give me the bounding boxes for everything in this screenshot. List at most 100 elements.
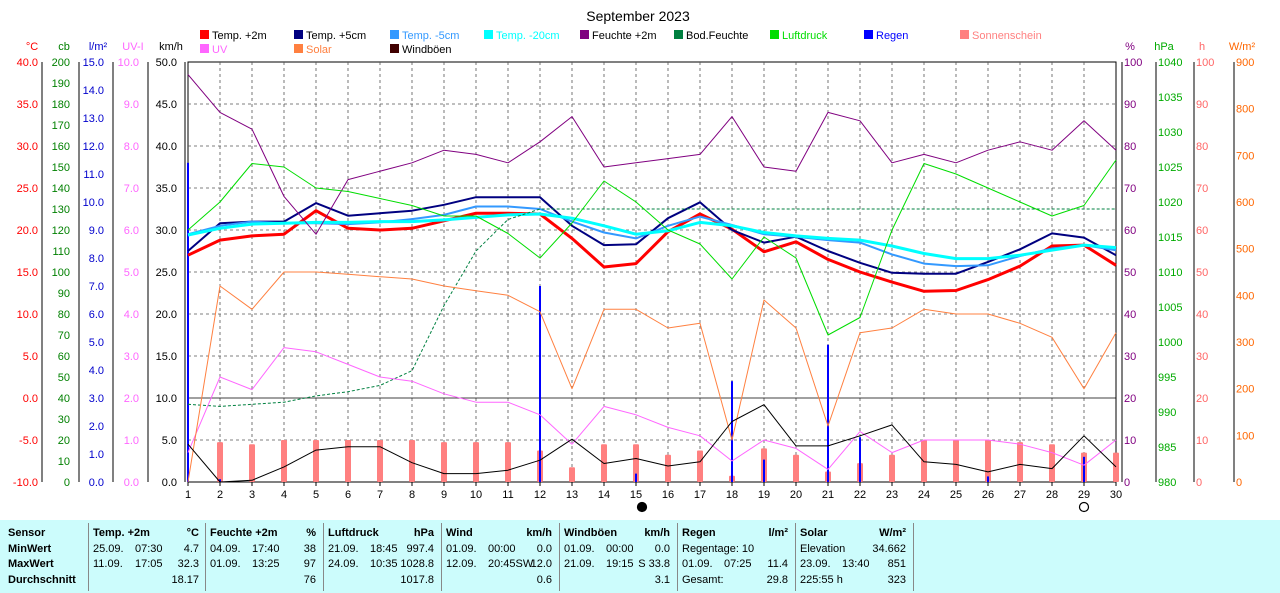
stat-time: 07:25 (724, 558, 752, 570)
axis-tick-label: 50.0 (156, 57, 177, 69)
x-tick-label: 17 (694, 489, 706, 501)
block-unit: W/m² (879, 527, 906, 539)
axis-tick-label: 10 (1124, 435, 1136, 447)
legend-label: Sonnenschein (972, 30, 1042, 42)
axis-tick-label: 150 (52, 162, 70, 174)
axis-tick-label: 30 (58, 414, 70, 426)
stat-value: 12.0 (530, 558, 552, 570)
stat-date: 01.09. (564, 543, 595, 555)
stat-date: 23.09. (800, 558, 831, 570)
axis-tick-label: 35.0 (17, 99, 38, 111)
stat-time: 17:40 (252, 543, 280, 555)
axis-tick-label: 30 (1124, 351, 1136, 363)
axis-tick-label: 700 (1236, 150, 1254, 162)
x-tick-label: 28 (1046, 489, 1058, 501)
stat-date: 225:55 h (800, 574, 843, 586)
axis-tick-label: 80 (1196, 141, 1208, 153)
column-separator (88, 523, 89, 591)
column-separator (559, 523, 560, 591)
axis-tick-label: 7.0 (89, 281, 104, 293)
axis-tick-label: 40 (1196, 309, 1208, 321)
block-title: Feuchte +2m (210, 527, 278, 539)
axis-tick-label: 50 (1196, 267, 1208, 279)
axis-tick-label: 50 (1124, 267, 1136, 279)
rain-bar (731, 381, 733, 482)
axis-tick-label: 900 (1236, 57, 1254, 69)
legend-swatch (770, 30, 779, 39)
axis-tick-label: 1.0 (124, 435, 139, 447)
axis-tick-label: 20 (1124, 393, 1136, 405)
stat-time: 18:45 (370, 543, 398, 555)
axis-tick-label: 70 (1124, 183, 1136, 195)
axis-tick-label: 4.0 (124, 309, 139, 321)
axis-tick-label: 160 (52, 141, 70, 153)
legend-swatch (390, 44, 399, 53)
x-tick-label: 13 (566, 489, 578, 501)
x-tick-label: 3 (249, 489, 255, 501)
axis-tick-label: 1025 (1158, 162, 1182, 174)
x-tick-label: 18 (726, 489, 738, 501)
axis-tick-label: 30 (1196, 351, 1208, 363)
stat-value: 0.0 (536, 543, 552, 555)
axis-tick-label: 0 (1124, 477, 1130, 489)
axis-tick-label: 20 (58, 435, 70, 447)
axis-tick-label: -10.0 (13, 477, 38, 489)
sunshine-bar (889, 454, 895, 482)
legend-label: Temp. +2m (212, 30, 267, 42)
stat-time: 13:25 (252, 558, 280, 570)
axis-tick-label: 100 (1124, 57, 1142, 69)
axis-tick-label: 200 (52, 57, 70, 69)
stat-date: 25.09. (93, 543, 124, 555)
x-tick-label: 4 (281, 489, 287, 501)
sensor-header: Sensor (8, 527, 46, 539)
axis-tick-label: 70 (58, 330, 70, 342)
stat-value: 1028.8 (400, 558, 434, 570)
x-tick-label: 7 (377, 489, 383, 501)
axis-tick-label: 90 (1196, 99, 1208, 111)
axis-tick-label: 1010 (1158, 267, 1182, 279)
sunshine-bar (441, 442, 447, 482)
stat-time: 00:00 (606, 543, 634, 555)
stat-value: 0.0 (654, 543, 670, 555)
axis-tick-label: 1040 (1158, 57, 1182, 69)
chart-title: September 2023 (586, 8, 690, 24)
axis-tick-label: 3.0 (124, 351, 139, 363)
rain-bar (219, 479, 221, 482)
stat-time: 13:40 (842, 558, 870, 570)
axis-tick-label: 15.0 (83, 57, 104, 69)
statistics-panel: Sensor MinWert MaxWert Durchschnitt Temp. +2… (0, 520, 1280, 593)
x-tick-label: 10 (470, 489, 482, 501)
rain-bar (635, 473, 637, 482)
sunshine-bar (921, 440, 927, 482)
legend-label: Solar (306, 44, 332, 56)
stat-value: 29.8 (766, 574, 788, 586)
axis-tick-label: 70 (1196, 183, 1208, 195)
series-line (187, 74, 1117, 235)
legend-swatch (294, 30, 303, 39)
axis-tick-label: 1020 (1158, 197, 1182, 209)
axis-tick-label: 9.0 (89, 225, 104, 237)
legend-swatch (200, 44, 209, 53)
axis-unit: hPa (1154, 41, 1174, 53)
legend-swatch (960, 30, 969, 39)
rain-bar (763, 459, 765, 482)
legend-label: Bod.Feuchte (686, 30, 748, 42)
legend-label: Temp. -20cm (496, 30, 560, 42)
axis-tick-label: 1005 (1158, 302, 1182, 314)
x-tick-label: 15 (630, 489, 642, 501)
axis-tick-label: 0.0 (23, 393, 38, 405)
stat-time: 00:00 (488, 543, 516, 555)
sunshine-bar (633, 444, 639, 482)
x-tick-label: 25 (950, 489, 962, 501)
stat-value: 1017.8 (400, 574, 434, 586)
axis-tick-label: 25.0 (156, 267, 177, 279)
axis-tick-label: 1.0 (89, 449, 104, 461)
legend-label: UV (212, 44, 228, 56)
x-tick-label: 29 (1078, 489, 1090, 501)
x-tick-label: 27 (1014, 489, 1026, 501)
full-moon-icon (1078, 501, 1090, 513)
axis-tick-label: 10 (58, 456, 70, 468)
legend-swatch (580, 30, 589, 39)
axis-tick-label: 2.0 (89, 421, 104, 433)
axis-tick-label: 80 (58, 309, 70, 321)
